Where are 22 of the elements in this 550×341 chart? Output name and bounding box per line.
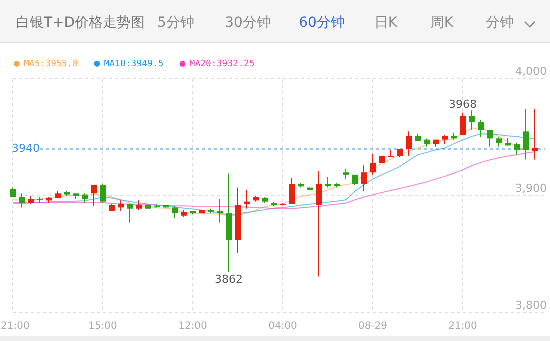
ref-line-label: 3940 (12, 142, 40, 156)
chart-title: 白银T+D价格走势图 (16, 15, 146, 31)
annotation: 3968 (449, 98, 477, 111)
legend-label: MA5:3955.8 (24, 59, 78, 70)
legend-label: MA20:3932.25 (190, 59, 255, 70)
text: 分钟 (486, 15, 514, 31)
text: 30分钟 (225, 15, 271, 31)
y-tick-label: 3,900 (516, 182, 547, 196)
x-tick-label: 04:00 (268, 321, 298, 332)
text: 60分钟 (299, 15, 345, 31)
x-tick-label: 15:00 (88, 321, 118, 332)
y-tick-label: 3,800 (516, 299, 547, 312)
text: 日K (374, 15, 398, 31)
y-tick-label: 4,000 (516, 65, 547, 78)
annotation: 3862 (215, 273, 243, 286)
x-tick-label: 08-29 (358, 321, 388, 332)
x-tick-label: 12:00 (178, 321, 208, 332)
text: 5分钟 (158, 15, 194, 31)
text: 周K (430, 15, 454, 31)
x-tick-label: 21:00 (448, 321, 478, 332)
x-tick-label: 21:00 (1, 321, 30, 332)
legend-label: MA10:3949.5 (104, 59, 164, 70)
